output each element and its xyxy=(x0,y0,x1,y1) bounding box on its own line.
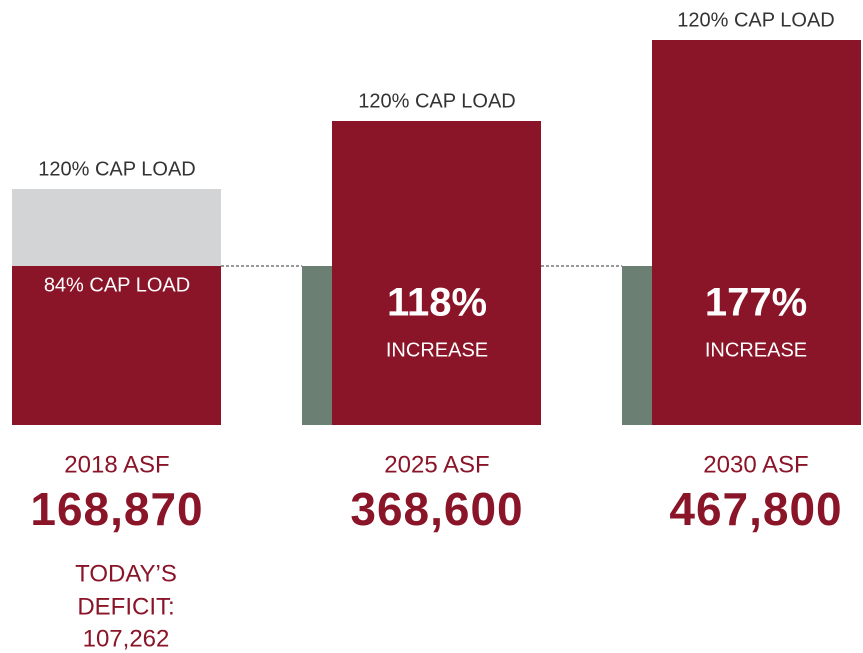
increase-label: INCREASE xyxy=(705,339,807,361)
cap-label: 120% CAP LOAD xyxy=(677,9,835,31)
deficit-note: DEFICIT: xyxy=(77,593,174,620)
asf-value: 168,870 xyxy=(30,483,203,535)
current-block xyxy=(12,266,221,425)
asf-value: 467,800 xyxy=(669,483,842,535)
year-label: 2025 ASF xyxy=(384,451,489,478)
projected-block xyxy=(652,40,861,425)
increase-value: 118% xyxy=(387,281,487,325)
deficit-note: 107,262 xyxy=(83,625,170,652)
increase-label: INCREASE xyxy=(386,339,488,361)
cap-label: 120% CAP LOAD xyxy=(358,90,516,112)
baseline-block xyxy=(622,266,652,425)
baseline-block xyxy=(302,266,332,425)
year-label: 2018 ASF xyxy=(64,451,169,478)
capacity-block xyxy=(12,189,221,266)
year-label: 2030 ASF xyxy=(703,451,808,478)
inner-label: 84% CAP LOAD xyxy=(44,274,190,296)
projected-block xyxy=(332,121,541,425)
deficit-note: TODAY’S xyxy=(75,560,177,587)
increase-value: 177% xyxy=(705,281,807,325)
asf-value: 368,600 xyxy=(350,483,523,535)
cap-label: 120% CAP LOAD xyxy=(38,158,196,180)
